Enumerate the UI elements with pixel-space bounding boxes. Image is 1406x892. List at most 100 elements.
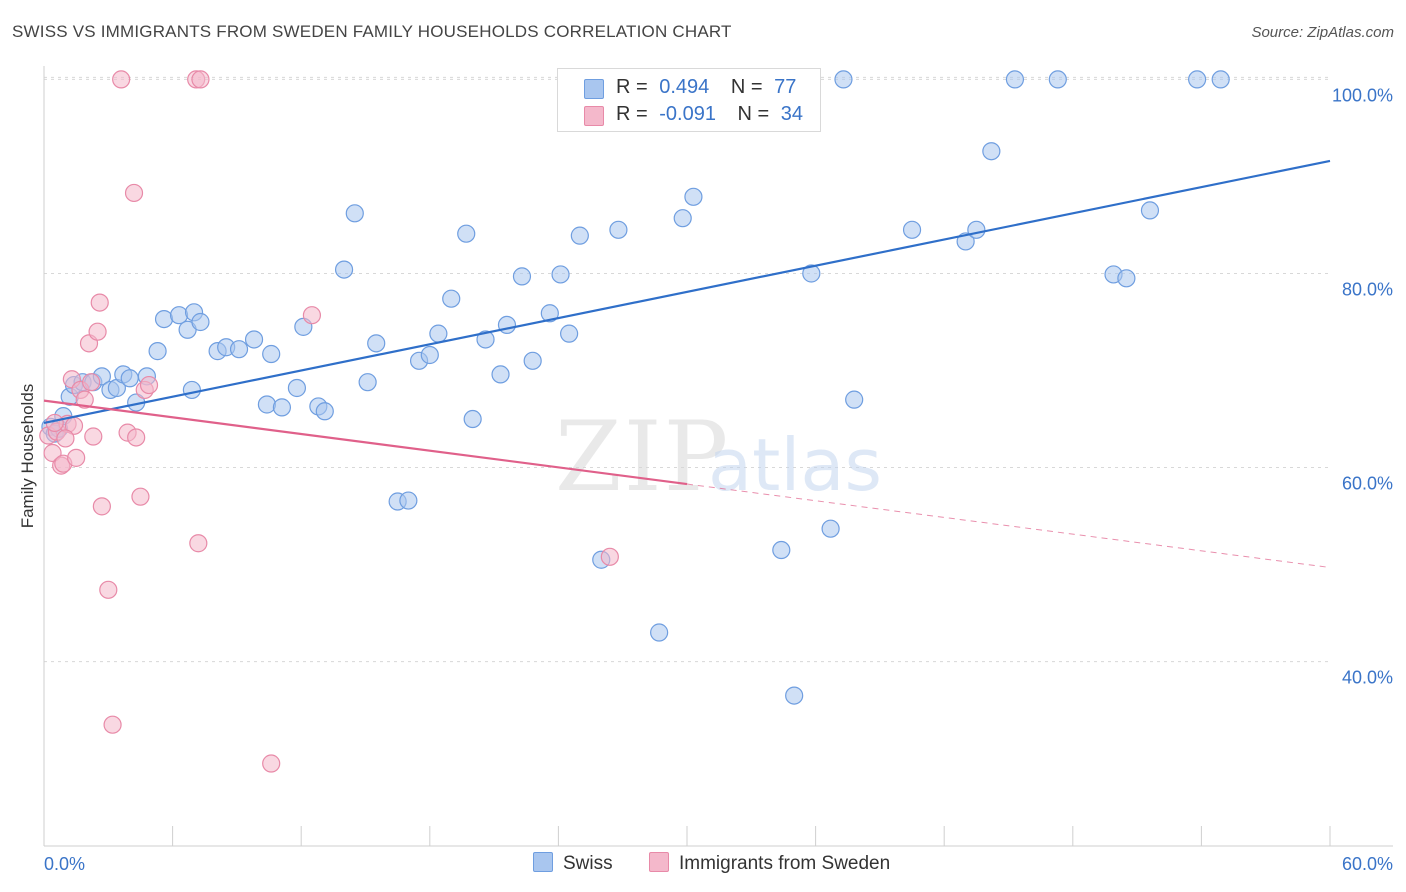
sweden-point — [92, 497, 111, 516]
x-tick-label: 0.0% — [44, 854, 85, 874]
swiss-point — [967, 220, 986, 239]
y-tick-label: 100.0% — [1332, 85, 1393, 105]
swiss-point — [560, 324, 579, 343]
grid-lines — [44, 76, 1330, 663]
legend-swatch-swiss — [584, 79, 604, 99]
swiss-point — [358, 373, 377, 392]
swiss-point — [772, 540, 791, 560]
legend-row-sweden: R = -0.091 N = 34 — [558, 103, 820, 129]
watermark: ZIP atlas — [555, 401, 882, 513]
swiss-point — [650, 623, 669, 642]
correlation-legend: R = 0.494 N = 77 R = -0.091 N = 34 — [557, 68, 821, 132]
x-tick-label: 60.0% — [1342, 854, 1393, 874]
sweden-point — [112, 70, 131, 89]
sweden-point — [67, 448, 86, 467]
swiss-point — [272, 398, 292, 417]
swiss-point — [785, 686, 804, 705]
sweden-point — [43, 443, 62, 463]
swiss-point — [1140, 201, 1160, 220]
source-label: Source: ZipAtlas.com — [1251, 24, 1394, 41]
swiss-point — [244, 330, 264, 349]
swiss-point — [476, 330, 495, 349]
sweden-trend-line — [43, 399, 688, 486]
y-tick-label: 60.0% — [1342, 474, 1393, 494]
sweden-trend-extension — [686, 483, 1331, 568]
legend-item-swiss: Swiss — [533, 852, 613, 875]
sweden-point — [88, 322, 107, 341]
legend-swatch-sweden — [584, 106, 604, 126]
y-tick-labels: 40.0% 60.0% 80.0% 100.0% — [1332, 85, 1393, 687]
series-legend: Swiss Immigrants from Sweden — [0, 852, 1406, 878]
swiss-point — [684, 187, 703, 206]
swiss-point — [154, 309, 174, 329]
swiss-point — [191, 312, 210, 332]
swiss-point — [315, 402, 334, 421]
sweden-point — [131, 487, 150, 506]
legend-label-sweden: Immigrants from Sweden — [679, 853, 891, 874]
sweden-point — [127, 428, 146, 447]
swiss-point — [399, 491, 418, 510]
sweden-point — [189, 534, 208, 553]
legend-row-swiss: R = 0.494 N = 77 — [558, 76, 820, 102]
swiss-point — [1188, 70, 1207, 89]
sweden-point — [191, 70, 210, 89]
x-tick-labels: 0.0% 60.0% — [44, 854, 1393, 874]
legend-label-swiss: Swiss — [563, 853, 613, 874]
legend-r-value: -0.091 — [659, 103, 716, 125]
swiss-point — [257, 395, 277, 414]
swiss-point — [429, 324, 448, 343]
swiss-point — [902, 220, 922, 239]
swiss-point — [1117, 269, 1136, 288]
swiss-point — [1048, 70, 1067, 89]
y-axis-label: Family Households — [18, 383, 37, 529]
y-tick-label: 80.0% — [1342, 279, 1393, 299]
sweden-point — [82, 373, 101, 392]
trend-lines — [43, 159, 1331, 568]
swiss-point — [420, 345, 439, 365]
sweden-point — [124, 183, 144, 203]
swiss-point — [442, 289, 461, 308]
legend-n-value: 77 — [774, 76, 797, 98]
swiss-point — [802, 264, 821, 283]
swiss-point — [570, 226, 589, 245]
swiss-point — [148, 342, 167, 361]
swiss-point — [821, 519, 840, 538]
legend-r-label: R = — [616, 103, 648, 125]
swiss-point — [345, 204, 364, 223]
sweden-point — [84, 427, 103, 446]
sweden-point — [139, 375, 159, 395]
swiss-point — [491, 365, 510, 384]
swiss-point — [673, 209, 692, 228]
legend-item-sweden: Immigrants from Sweden — [649, 852, 890, 875]
legend-r-value: 0.494 — [659, 76, 710, 98]
watermark-atlas: atlas — [708, 423, 882, 507]
sweden-point — [103, 715, 122, 734]
legend-swatch-swiss — [533, 852, 553, 872]
watermark-zip: ZIP — [555, 401, 730, 513]
y-tick-label: 40.0% — [1342, 668, 1393, 688]
swiss-point — [463, 409, 482, 429]
swiss-point — [551, 265, 570, 284]
swiss-point — [287, 378, 307, 398]
legend-n-label: N = — [730, 76, 763, 98]
sweden-point — [75, 390, 94, 409]
swiss-point — [609, 220, 628, 239]
swiss-point — [120, 369, 139, 388]
swiss-point — [367, 334, 386, 353]
chart-title: SWISS VS IMMIGRANTS FROM SWEDEN FAMILY H… — [12, 22, 732, 41]
sweden-point — [99, 580, 118, 599]
swiss-point — [512, 267, 532, 286]
swiss-point — [523, 351, 542, 370]
swiss-point — [457, 224, 476, 243]
swiss-point — [1005, 70, 1025, 89]
swiss-point — [845, 390, 864, 409]
swiss-point — [834, 70, 853, 89]
swiss-point — [334, 260, 354, 279]
legend-swatch-sweden — [649, 852, 669, 872]
legend-r-label: R = — [616, 76, 648, 98]
swiss-point — [982, 142, 1001, 161]
legend-n-label: N = — [737, 103, 770, 125]
swiss-point — [229, 340, 249, 359]
sweden-point — [90, 293, 109, 312]
sweden-points — [39, 70, 619, 773]
